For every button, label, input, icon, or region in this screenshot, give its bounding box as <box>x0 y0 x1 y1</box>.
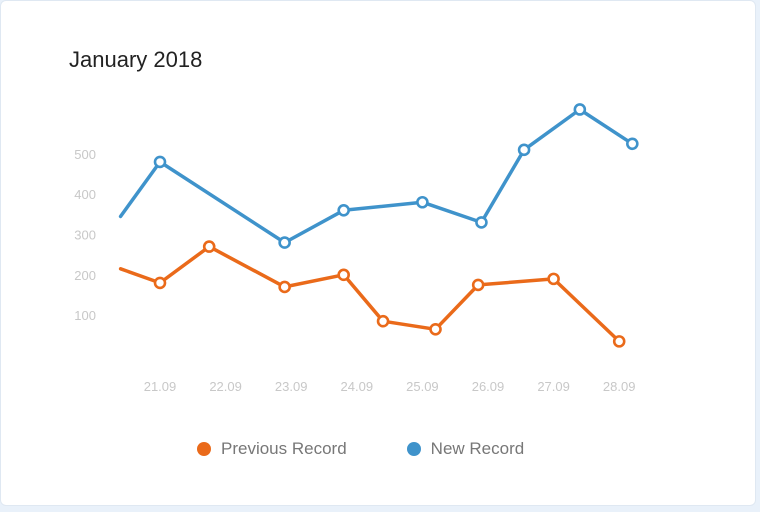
data-point-previous-record[interactable] <box>547 272 560 286</box>
data-point-previous-record[interactable] <box>612 335 626 348</box>
data-point-previous-record[interactable] <box>376 314 390 328</box>
data-point-previous-record[interactable] <box>153 276 167 290</box>
series-lines <box>118 107 635 344</box>
x-tick-label: 22.09 <box>209 379 242 394</box>
x-tick-label: 24.09 <box>341 379 374 394</box>
chart-title: January 2018 <box>69 47 203 72</box>
y-axis-ticks: 100 200 300 400 500 <box>74 147 96 323</box>
series-line-previous-record <box>118 244 621 344</box>
legend-item-new-record[interactable]: New Record <box>406 439 525 459</box>
x-tick-label: 26.09 <box>472 379 505 394</box>
x-tick-label: 21.09 <box>144 379 177 394</box>
legend-label: New Record <box>430 439 525 458</box>
legend-dot-icon <box>197 442 211 456</box>
legend-dot-icon <box>406 442 421 456</box>
data-point-previous-record[interactable] <box>471 278 485 292</box>
chart-legend: Previous Record New Record <box>197 439 584 459</box>
x-axis-ticks: 21.09 22.09 23.09 24.09 25.09 26.09 27.09 28.09 <box>144 379 636 394</box>
legend-item-previous-record[interactable]: Previous Record <box>197 439 347 459</box>
data-point-new-record[interactable] <box>337 204 350 217</box>
series-line-new-record <box>118 107 635 245</box>
data-point-previous-record[interactable] <box>202 240 216 253</box>
y-tick-label: 100 <box>74 308 96 323</box>
data-point-new-record[interactable] <box>416 195 429 209</box>
x-tick-label: 23.09 <box>275 379 308 394</box>
series-markers <box>153 103 639 348</box>
data-point-new-record[interactable] <box>278 236 291 249</box>
data-point-new-record[interactable] <box>475 216 488 229</box>
legend-label: Previous Record <box>221 439 347 458</box>
data-point-new-record[interactable] <box>517 143 531 157</box>
y-tick-label: 300 <box>74 228 96 243</box>
data-point-new-record[interactable] <box>626 137 639 151</box>
x-tick-label: 27.09 <box>537 379 570 394</box>
data-point-new-record[interactable] <box>573 103 587 116</box>
data-point-previous-record[interactable] <box>429 322 442 336</box>
data-point-previous-record[interactable] <box>278 280 291 294</box>
x-tick-label: 25.09 <box>406 379 439 394</box>
data-point-new-record[interactable] <box>153 155 167 169</box>
x-tick-label: 28.09 <box>603 379 636 394</box>
y-tick-label: 400 <box>74 187 96 202</box>
y-tick-label: 200 <box>74 268 96 283</box>
y-tick-label: 500 <box>74 147 96 162</box>
data-point-previous-record[interactable] <box>337 268 350 282</box>
